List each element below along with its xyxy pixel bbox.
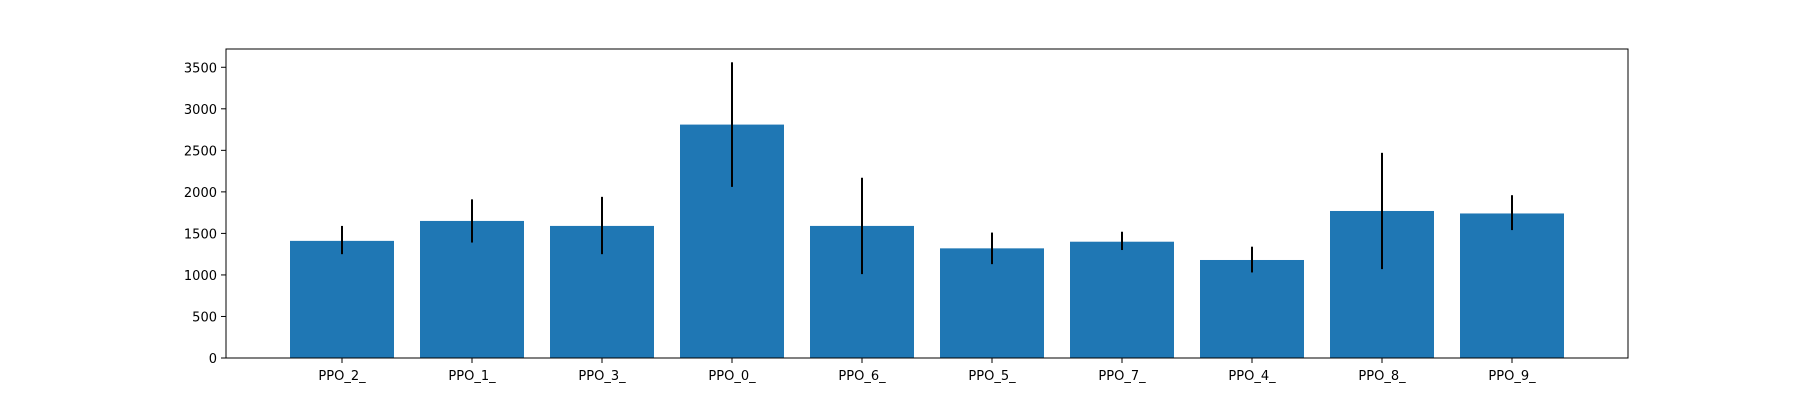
x-tick-label: PPO_9_ — [1488, 369, 1536, 384]
x-tick-label: PPO_1_ — [448, 369, 496, 384]
bar — [290, 240, 394, 358]
y-tick-label: 1000 — [184, 269, 217, 284]
x-tick-label: PPO_0_ — [708, 369, 756, 384]
y-tick-label: 2000 — [184, 186, 217, 201]
bar — [940, 248, 1044, 358]
x-tick-label: PPO_4_ — [1228, 369, 1276, 384]
bars-layer — [290, 124, 1564, 358]
bar — [1460, 213, 1564, 358]
y-tick-label: 0 — [209, 352, 217, 367]
x-tick-label: PPO_2_ — [318, 369, 366, 384]
bar — [1200, 259, 1304, 358]
error-bars-layer — [341, 62, 1513, 275]
y-tick-label: 1500 — [184, 227, 217, 242]
x-tick-label: PPO_8_ — [1358, 369, 1406, 384]
y-tick-label: 3000 — [184, 103, 217, 118]
y-tick-label: 500 — [192, 310, 217, 325]
y-tick-label: 3500 — [184, 61, 217, 76]
y-tick-label: 2500 — [184, 144, 217, 159]
plot-frame — [225, 48, 1629, 359]
x-tick-label: PPO_3_ — [578, 369, 626, 384]
x-tick-label: PPO_7_ — [1098, 369, 1146, 384]
x-tick-label: PPO_5_ — [968, 369, 1016, 384]
bar — [1070, 241, 1174, 358]
axes-layer: PPO_2_ PPO_1_ PPO_3_ PPO_0_ PPO_6_ PPO_5_ PPO_… — [184, 48, 1629, 384]
bar — [420, 220, 524, 358]
x-tick-label: PPO_6_ — [838, 369, 886, 384]
